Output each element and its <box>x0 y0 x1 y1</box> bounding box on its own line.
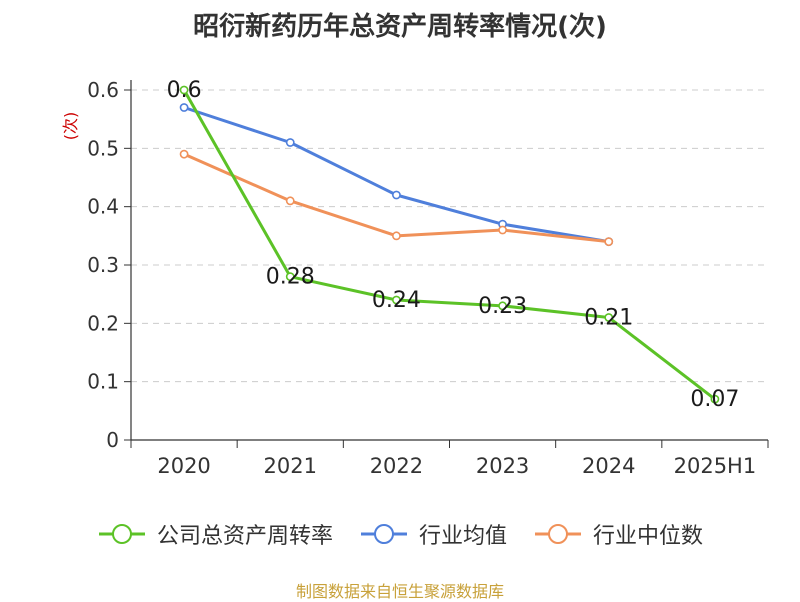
x-tick-label: 2023 <box>476 454 529 478</box>
chart-title: 昭衍新药历年总资产周转率情况(次) <box>193 12 607 42</box>
data-label: 0.6 <box>167 78 202 103</box>
legend-symbol-icon <box>535 524 581 544</box>
legend-item: 公司总资产周转率 <box>97 518 333 550</box>
data-point <box>498 301 507 311</box>
y-tick-label: 0.4 <box>87 195 119 219</box>
data-point <box>498 225 507 235</box>
y-tick-label: 0.1 <box>87 370 119 394</box>
data-point <box>604 237 614 247</box>
data-point <box>710 394 720 404</box>
data-point <box>179 85 189 95</box>
legend-symbol-icon <box>360 524 407 544</box>
data-point <box>392 190 401 200</box>
x-tick-label: 2021 <box>264 454 317 478</box>
legend-label: 行业均值 <box>418 524 507 549</box>
series-line <box>183 106 609 244</box>
data-label: 0.21 <box>584 306 633 331</box>
y-axis-label: (次) <box>61 112 80 141</box>
legend-label: 行业中位数 <box>593 524 704 549</box>
y-tick-label: 0 <box>106 428 119 452</box>
data-point <box>604 313 614 322</box>
y-tick-label: 0.3 <box>87 253 119 277</box>
x-tick-label: 2025H1 <box>674 454 757 478</box>
data-source-note: 制图数据来自恒生聚源数据库 <box>295 582 504 601</box>
series-line <box>182 89 716 401</box>
data-label: 0.24 <box>372 288 421 313</box>
y-tick-label: 0.5 <box>87 136 119 160</box>
legend: 公司总资产周转率 行业均值 行业中位数 <box>0 518 800 550</box>
data-label: 0.23 <box>478 294 527 319</box>
data-point <box>179 103 189 112</box>
legend-symbol-icon <box>98 524 145 544</box>
data-label: 0.07 <box>690 387 739 412</box>
data-point <box>392 231 401 241</box>
data-point <box>285 272 295 282</box>
legend-item: 行业均值 <box>359 518 507 550</box>
data-point <box>285 138 295 147</box>
data-point <box>179 149 189 159</box>
x-tick-label: 2020 <box>157 454 210 478</box>
data-point <box>285 196 295 206</box>
legend-label: 公司总资产周转率 <box>156 524 333 549</box>
data-point <box>392 295 401 305</box>
y-tick-label: 0.6 <box>87 78 119 102</box>
x-tick-label: 2024 <box>582 454 635 478</box>
y-tick-label: 0.2 <box>87 311 119 335</box>
x-tick-label: 2022 <box>370 454 423 478</box>
data-label: 0.28 <box>266 265 315 290</box>
legend-item: 行业中位数 <box>533 518 703 550</box>
